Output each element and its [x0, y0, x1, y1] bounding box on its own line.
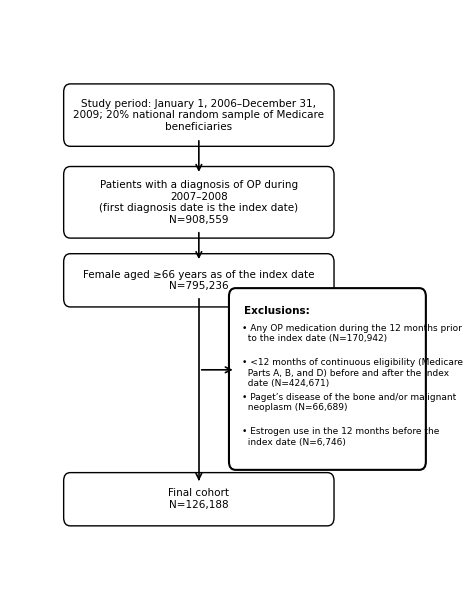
- FancyBboxPatch shape: [64, 473, 334, 526]
- FancyBboxPatch shape: [64, 84, 334, 147]
- Text: Patients with a diagnosis of OP during
2007–2008
(first diagnosis date is the in: Patients with a diagnosis of OP during 2…: [99, 180, 299, 225]
- Text: Final cohort
N=126,188: Final cohort N=126,188: [168, 489, 229, 510]
- Text: • Estrogen use in the 12 months before the
  index date (N=6,746): • Estrogen use in the 12 months before t…: [242, 427, 439, 446]
- Text: • Any OP medication during the 12 months prior
  to the index date (N=170,942): • Any OP medication during the 12 months…: [242, 324, 462, 343]
- Text: Female aged ≥66 years as of the index date
N=795,236: Female aged ≥66 years as of the index da…: [83, 269, 315, 291]
- FancyBboxPatch shape: [64, 254, 334, 307]
- Text: • <12 months of continuous eligibility (Medicare
  Parts A, B, and D) before and: • <12 months of continuous eligibility (…: [242, 358, 463, 388]
- Text: Exclusions:: Exclusions:: [244, 306, 310, 316]
- Text: Study period: January 1, 2006–December 31,
2009; 20% national random sample of M: Study period: January 1, 2006–December 3…: [73, 98, 324, 132]
- Text: • Paget’s disease of the bone and/or malignant
  neoplasm (N=66,689): • Paget’s disease of the bone and/or mal…: [242, 393, 456, 412]
- FancyBboxPatch shape: [229, 288, 426, 470]
- FancyBboxPatch shape: [64, 166, 334, 238]
